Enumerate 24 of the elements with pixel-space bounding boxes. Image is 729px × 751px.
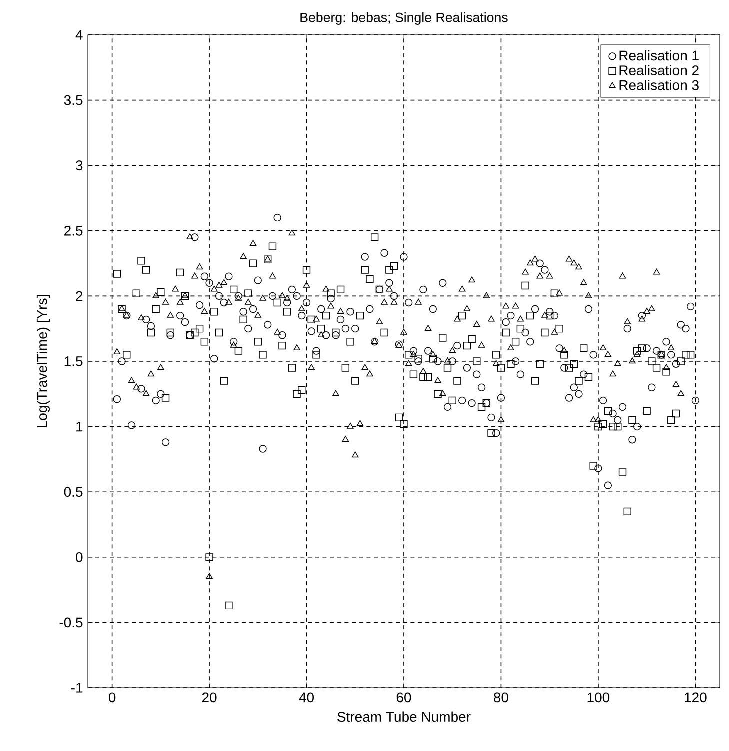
y-axis-title: Log(TravelTime) [Yrs]	[36, 295, 50, 428]
x-tick-label: 0	[108, 692, 116, 703]
y-tick-label: 3	[76, 160, 83, 171]
x-tick-label: 80	[494, 692, 508, 703]
x-tick-label: 60	[396, 692, 412, 703]
y-tick-label: 4	[76, 30, 83, 40]
x-axis-title: Stream Tube Number	[338, 712, 471, 722]
y-tick-label: -0.5	[60, 618, 83, 628]
y-tick-label: 1	[76, 422, 83, 432]
y-tick-label: 1.5	[64, 356, 83, 366]
y-tick-label: 3.5	[64, 95, 83, 106]
y-tick-label: 0	[76, 552, 83, 562]
y-tick-label: 2	[76, 291, 83, 302]
y-tick-label: -1	[71, 683, 83, 693]
legend-label: Realisation 3	[620, 80, 699, 90]
y-tick-label: 0.5	[64, 487, 83, 498]
x-tick-label: 120	[685, 692, 707, 703]
legend-label: Realisation 2	[620, 65, 699, 76]
legend-label: Realisation 1	[620, 50, 699, 61]
x-tick-label: 100	[588, 692, 610, 703]
x-tick-label: 20	[202, 692, 217, 703]
x-tick-label: 40	[299, 692, 314, 703]
chart-title: Beberg: bebas; Single Realisations	[300, 12, 508, 25]
y-tick-label: 2.5	[64, 226, 83, 236]
